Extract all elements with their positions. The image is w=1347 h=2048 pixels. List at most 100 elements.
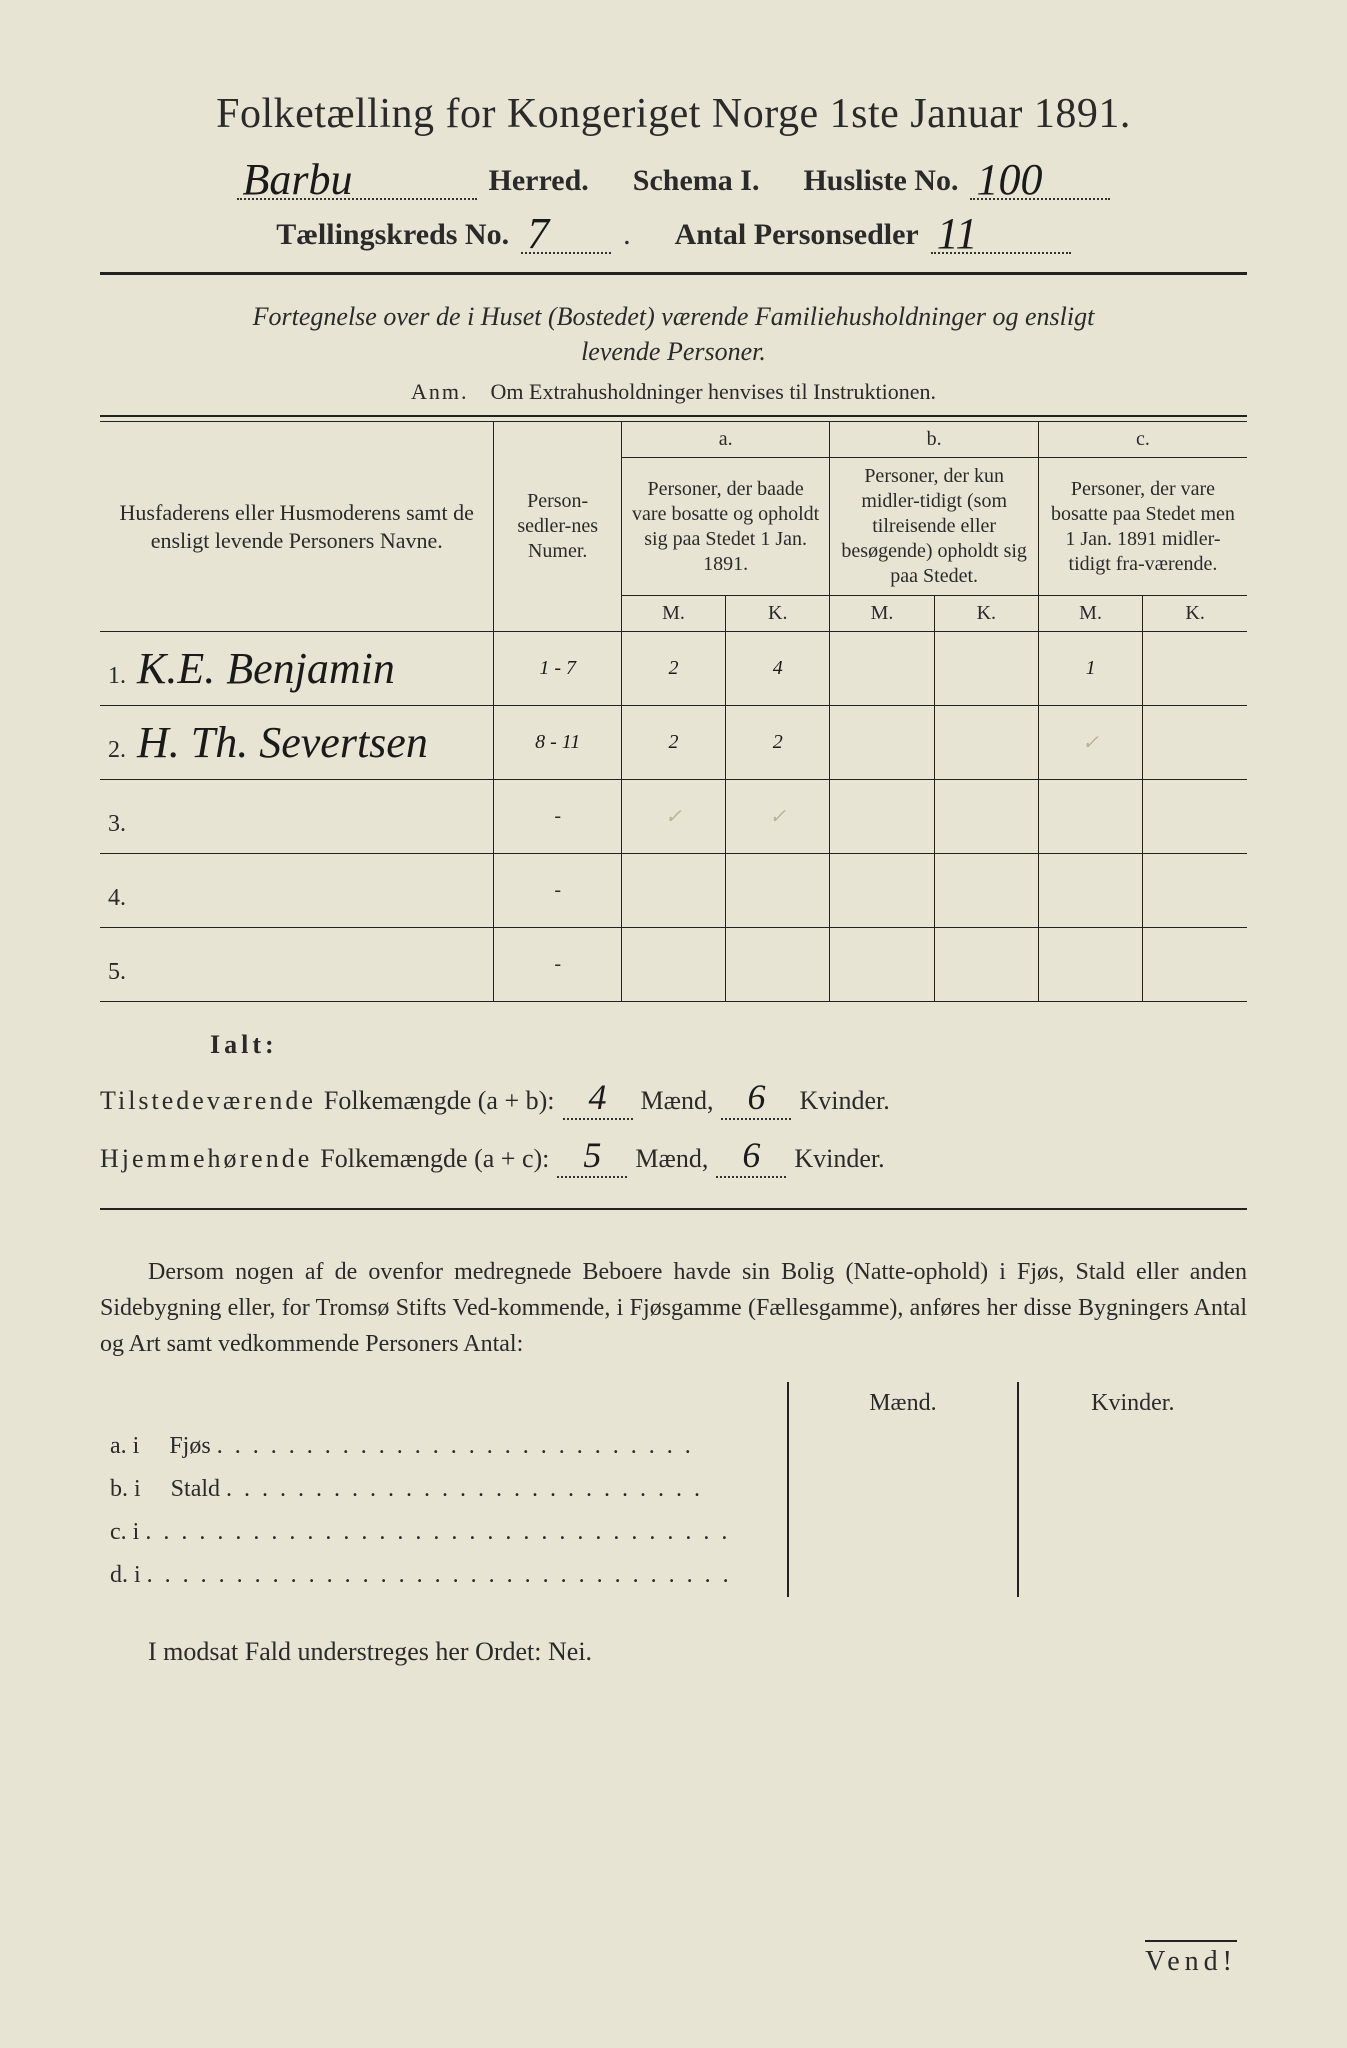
cell-a-m: 2 [621, 632, 725, 706]
herred-label: Herred. [489, 164, 589, 198]
lower-label: c. i . . . . . . . . . . . . . . . . . .… [100, 1511, 788, 1554]
cell-name: 4. [100, 854, 494, 928]
th-c-desc: Personer, der vare bosatte paa Stedet me… [1038, 458, 1247, 596]
cell-c-k [1143, 928, 1247, 1002]
cell-c-m [1038, 854, 1142, 928]
vend-label: Vend! [1145, 1940, 1237, 1978]
lower-table: Mænd. Kvinder. a. i Fjøs . . . . . . . .… [100, 1382, 1247, 1597]
lower-row: b. i Stald . . . . . . . . . . . . . . .… [100, 1468, 1247, 1511]
antal-value: 11 [937, 209, 978, 258]
cell-a-m: 2 [621, 706, 725, 780]
cell-a-k: 2 [726, 706, 830, 780]
cell-a-m [621, 854, 725, 928]
cell-c-m [1038, 780, 1142, 854]
cell-c-m: 1 [1038, 632, 1142, 706]
cell-b-m [830, 780, 934, 854]
cell-a-m: ✓ [621, 780, 725, 854]
table-row: 3. - ✓ ✓ [100, 780, 1247, 854]
header-row-1: Barbu Herred. Schema I. Husliste No. 100 [100, 158, 1247, 200]
schema-label: Schema I. [633, 164, 760, 198]
ialt-block: Ialt: Tilstedeværende Folkemængde (a + b… [100, 1030, 1247, 1178]
th-c-label: c. [1038, 422, 1247, 458]
antal-field: 11 [931, 212, 1071, 254]
lower-row: a. i Fjøs . . . . . . . . . . . . . . . … [100, 1425, 1247, 1468]
cell-b-k [934, 632, 1038, 706]
subtitle-line2: levende Personer. [581, 337, 766, 366]
table-header-abc: Husfaderens eller Husmoderens samt de en… [100, 422, 1247, 458]
thin-divider-2 [100, 1208, 1247, 1210]
cell-numer: 8 - 11 [494, 706, 621, 780]
lower-kvinder: Kvinder. [1018, 1382, 1247, 1425]
table-row: 4. - [100, 854, 1247, 928]
header-row-2: Tællingskreds No. 7 . Antal Personsedler… [100, 212, 1247, 254]
cell-numer: 1 - 7 [494, 632, 621, 706]
cell-a-k [726, 928, 830, 1002]
kvinder-label: Kvinder. [799, 1086, 889, 1116]
nei-line: I modsat Fald understreges her Ordet: Ne… [100, 1637, 1247, 1667]
cell-a-k: ✓ [726, 780, 830, 854]
maend-label: Mænd, [641, 1086, 714, 1116]
cell-numer: - [494, 928, 621, 1002]
cell-b-m [830, 706, 934, 780]
cell-name: 1. K.E. Benjamin [100, 632, 494, 706]
census-form-page: Folketælling for Kongeriget Norge 1ste J… [0, 0, 1347, 2048]
ialt-r2-m: 5 [583, 1135, 601, 1175]
cell-b-k [934, 854, 1038, 928]
ialt-r2-b: Folkemængde (a + c): [320, 1144, 549, 1174]
main-table: Husfaderens eller Husmoderens samt de en… [100, 421, 1247, 1002]
cell-c-k [1143, 854, 1247, 928]
cell-name: 3. [100, 780, 494, 854]
lower-label: d. i . . . . . . . . . . . . . . . . . .… [100, 1554, 788, 1597]
kreds-label: Tællingskreds No. [276, 218, 509, 252]
cell-a-k: 4 [726, 632, 830, 706]
cell-numer: - [494, 854, 621, 928]
cell-b-k [934, 928, 1038, 1002]
subtitle-line1: Fortegnelse over de i Huset (Bostedet) v… [253, 302, 1095, 331]
th-a-k: K. [726, 596, 830, 632]
cell-c-k [1143, 780, 1247, 854]
anm-text: Om Extrahusholdninger henvises til Instr… [491, 379, 936, 404]
cell-numer: - [494, 780, 621, 854]
thin-divider [100, 415, 1247, 417]
lower-row: d. i . . . . . . . . . . . . . . . . . .… [100, 1554, 1247, 1597]
lower-row: c. i . . . . . . . . . . . . . . . . . .… [100, 1511, 1247, 1554]
cell-a-m [621, 928, 725, 1002]
cell-b-m [830, 928, 934, 1002]
cell-b-k [934, 780, 1038, 854]
cell-b-m [830, 854, 934, 928]
husliste-value: 100 [976, 155, 1042, 204]
cell-c-k [1143, 632, 1247, 706]
th-b-k: K. [934, 596, 1038, 632]
ialt-r2-m-field: 5 [557, 1134, 627, 1178]
cell-b-m [830, 632, 934, 706]
ialt-row-2: Hjemmehørende Folkemængde (a + c): 5 Mæn… [100, 1134, 1247, 1178]
table-row: 1. K.E. Benjamin 1 - 7 2 4 1 [100, 632, 1247, 706]
lower-label: b. i Stald . . . . . . . . . . . . . . .… [100, 1468, 788, 1511]
th-a-desc: Personer, der baade vare bosatte og opho… [621, 458, 830, 596]
table-row: 5. - [100, 928, 1247, 1002]
subtitle: Fortegnelse over de i Huset (Bostedet) v… [100, 299, 1247, 369]
cell-c-m [1038, 928, 1142, 1002]
cell-name: 2. H. Th. Severtsen [100, 706, 494, 780]
divider [100, 272, 1247, 275]
cell-b-k [934, 706, 1038, 780]
kreds-value: 7 [527, 209, 549, 258]
th-c-k: K. [1143, 596, 1247, 632]
ialt-r1-m-field: 4 [563, 1076, 633, 1120]
th-b-m: M. [830, 596, 934, 632]
paragraph: Dersom nogen af de ovenfor medregnede Be… [100, 1254, 1247, 1362]
ialt-r1-b: Folkemængde (a + b): [324, 1086, 555, 1116]
th-c-m: M. [1038, 596, 1142, 632]
th-a-m: M. [621, 596, 725, 632]
maend-label: Mænd, [635, 1144, 708, 1174]
ialt-r1-k: 6 [747, 1077, 765, 1117]
ialt-r1-a: Tilstedeværende [100, 1086, 316, 1116]
ialt-title: Ialt: [210, 1030, 1247, 1060]
th-a-label: a. [621, 422, 830, 458]
herred-value: Barbu [243, 155, 353, 204]
cell-a-k [726, 854, 830, 928]
table-row: 2. H. Th. Severtsen 8 - 11 2 2 ✓ [100, 706, 1247, 780]
ialt-r1-k-field: 6 [721, 1076, 791, 1120]
ialt-r2-k-field: 6 [716, 1134, 786, 1178]
lower-header: Mænd. Kvinder. [100, 1382, 1247, 1425]
